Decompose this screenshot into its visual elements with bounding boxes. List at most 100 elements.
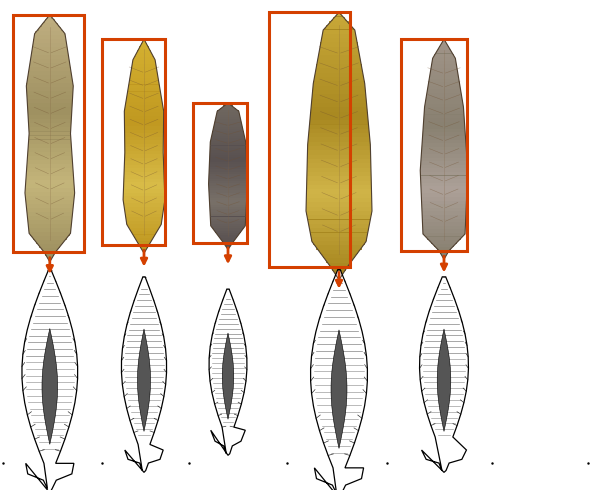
Polygon shape [209,181,247,183]
Polygon shape [121,277,167,472]
Polygon shape [210,152,246,155]
Polygon shape [311,103,367,107]
Polygon shape [126,217,162,220]
Polygon shape [424,122,464,125]
Polygon shape [25,192,74,196]
Polygon shape [316,69,362,73]
Polygon shape [422,147,466,150]
Polygon shape [440,251,448,254]
Polygon shape [31,55,68,59]
Polygon shape [209,157,247,160]
Polygon shape [221,238,235,240]
Polygon shape [141,43,147,46]
Polygon shape [28,144,71,147]
Polygon shape [430,75,458,78]
Polygon shape [433,57,455,61]
Polygon shape [329,263,349,267]
Polygon shape [124,189,164,193]
Polygon shape [216,115,240,117]
Polygon shape [308,220,370,224]
Polygon shape [28,107,72,111]
Polygon shape [209,197,247,200]
Polygon shape [211,138,245,141]
Polygon shape [209,191,247,193]
Polygon shape [211,221,245,223]
Polygon shape [217,112,239,115]
Polygon shape [421,175,467,179]
Polygon shape [214,228,242,231]
Polygon shape [125,147,163,151]
Bar [13,15,84,252]
Polygon shape [210,146,246,148]
Polygon shape [125,130,163,133]
Polygon shape [209,174,247,176]
Polygon shape [124,165,164,168]
Polygon shape [421,179,467,183]
Polygon shape [308,138,370,142]
Polygon shape [124,123,164,126]
Polygon shape [431,240,457,244]
Polygon shape [422,222,466,226]
Polygon shape [421,197,467,200]
Polygon shape [422,140,466,143]
Polygon shape [315,73,363,77]
Polygon shape [124,175,164,179]
Polygon shape [441,43,447,47]
Polygon shape [209,193,247,195]
Polygon shape [125,154,163,158]
Polygon shape [125,126,163,130]
Polygon shape [421,186,467,190]
Polygon shape [424,107,464,111]
Polygon shape [124,179,164,182]
Polygon shape [27,99,73,103]
Polygon shape [422,200,466,204]
Polygon shape [210,212,246,214]
Polygon shape [45,19,55,23]
Polygon shape [337,12,341,17]
Polygon shape [421,183,467,186]
Polygon shape [311,107,367,112]
Polygon shape [28,75,72,79]
Polygon shape [421,165,467,168]
Polygon shape [320,250,358,254]
Polygon shape [423,132,465,136]
Polygon shape [129,81,159,84]
Polygon shape [307,172,371,176]
Polygon shape [27,160,73,164]
Polygon shape [422,226,466,229]
Polygon shape [424,118,464,122]
Polygon shape [209,172,247,174]
Polygon shape [30,232,70,236]
Polygon shape [223,240,233,243]
Polygon shape [139,46,149,49]
Polygon shape [28,147,71,151]
Polygon shape [28,103,72,107]
Polygon shape [25,184,74,188]
Polygon shape [214,126,242,129]
Polygon shape [316,245,362,250]
Polygon shape [125,151,163,154]
Polygon shape [307,189,371,194]
Polygon shape [28,224,71,228]
Polygon shape [134,235,154,238]
Polygon shape [306,207,372,211]
Polygon shape [209,202,247,205]
Polygon shape [28,151,72,156]
Polygon shape [124,203,164,207]
Polygon shape [213,129,243,131]
Polygon shape [434,244,454,247]
Polygon shape [48,15,52,19]
Polygon shape [212,134,244,136]
Polygon shape [439,47,449,50]
Polygon shape [128,224,160,227]
Polygon shape [34,39,66,43]
Polygon shape [311,98,367,103]
Polygon shape [309,224,369,228]
Polygon shape [422,211,466,215]
Polygon shape [29,63,70,67]
Polygon shape [307,181,371,185]
Polygon shape [28,71,71,75]
Polygon shape [427,93,461,97]
Polygon shape [215,117,241,120]
Polygon shape [321,38,357,43]
